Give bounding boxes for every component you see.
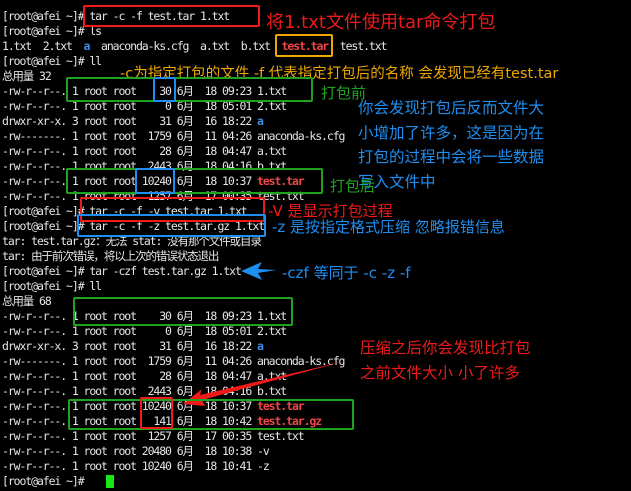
terminal-line: -rw-------. 1 root root 1759 6月 11 04:26… [2, 353, 345, 369]
terminal-text: -rw-r--r--. 1 root root 0 6月 18 05:01 2.… [2, 323, 287, 338]
terminal-text: [root@afei ~]# ll [2, 53, 102, 68]
dir-name: a [257, 113, 264, 128]
dir-name: a [83, 38, 91, 53]
note-line: 打包的过程中会将一些数据 [358, 148, 545, 166]
terminal-text: -rw-r--r--. 1 root root 0 6月 18 05:01 2.… [2, 98, 287, 113]
terminal-line: -rw-------. 1 root root 1759 6月 11 04:26… [2, 128, 345, 144]
annotation-compress-note: 压缩之后你会发现比打包 之前文件大小 小了许多 [360, 336, 531, 386]
note-line: 之前文件大小 小了许多 [360, 364, 520, 382]
highlight-pack-command [83, 5, 260, 27]
terminal-line: 总用量 32 [2, 68, 52, 84]
terminal-line: 总用量 68 [2, 293, 52, 309]
terminal-text: -rw-r--r--. 1 root root 2443 6月 18 04:16… [2, 383, 287, 398]
terminal-text: -rw-r--r--. 1 root root 10240 6月 18 10:4… [2, 458, 270, 473]
terminal-text: [root@afei ~]# tar -c -f test.tar 1.txt [2, 8, 230, 23]
archive-name: test.tar.gz [257, 413, 322, 428]
blue-arrow-icon [241, 262, 276, 280]
terminal-text: 总用量 32 [2, 68, 52, 83]
highlight-z-command [77, 214, 266, 237]
terminal-line: 1.txt 2.txt a anaconda-ks.cfg a.txt b.tx… [2, 38, 388, 54]
terminal-line: tar: test.tar.gz：无法 stat: 没有那个文件或目录 [2, 233, 262, 249]
annotation-czf: -czf 等同于 -c -z -f [282, 264, 411, 282]
highlight-compare-sizes [140, 397, 173, 429]
terminal-line: -rw-r--r--. 1 root root 20480 6月 18 10:3… [2, 443, 270, 459]
note-line: 写入文件中 [358, 172, 436, 191]
highlight-after-row [66, 168, 323, 194]
terminal-line: -rw-r--r--. 1 root root 10240 6月 18 10:3… [2, 173, 305, 189]
terminal-text: [root@afei ~]# ll [2, 278, 102, 293]
terminal-cursor [106, 475, 114, 488]
archive-name: test.tar [281, 38, 330, 53]
annotation-pack-command: 将1.txt文件使用tar命令打包 [266, 12, 496, 33]
terminal-text: -rw-r--r--. 1 root root 28 6月 18 04:47 a… [2, 143, 287, 158]
note-line: 你会发现打包后反而文件大 [358, 99, 545, 117]
terminal-text: -rw-r--r--. 1 root root 20480 6月 18 10:3… [2, 443, 270, 458]
terminal-text: -rw-------. 1 root root 1759 6月 11 04:26… [2, 353, 345, 368]
terminal-text: -rw-------. 1 root root 1759 6月 11 04:26… [2, 128, 345, 143]
red-arrow-icon [183, 361, 345, 406]
highlight-before-row [66, 77, 313, 102]
terminal-line: -rw-r--r--. 1 root root 30 6月 18 09:23 1… [2, 83, 287, 99]
terminal-line: [root@afei ~]# ll [2, 53, 102, 69]
terminal-text: drwxr-xr-x. 3 root root 31 6月 16 18:22 [2, 113, 257, 128]
terminal-line: [root@afei ~]# tar -c -f -z test.tar.gz … [2, 218, 265, 234]
terminal-line: -rw-r--r--. 1 root root 1257 6月 17 00:35… [2, 428, 305, 444]
terminal-line: -rw-r--r--. 1 root root 10240 6月 18 10:4… [2, 458, 270, 474]
highlight-after-size [135, 168, 175, 194]
terminal-text: -rw-r--r--. 1 root root 1257 6月 17 00:35… [2, 428, 305, 443]
annotation-z-flag: -z 是按指定格式压缩 忽略报错信息 [272, 218, 505, 236]
terminal-line: -rw-r--r--. 1 root root 28 6月 18 04:47 a… [2, 143, 287, 159]
terminal-text: tar: 由于前次错误，将以上次的错误状态退出 [2, 248, 219, 263]
terminal-text: [root@afei ~]# tar -czf test.tar.gz 1.tx… [2, 263, 242, 278]
terminal-line: [root@afei ~]# ll [2, 278, 102, 294]
terminal-text: -rw-r--r--. 1 root root 30 6月 18 09:23 1… [2, 308, 287, 323]
terminal-line: drwxr-xr-x. 3 root root 31 6月 16 18:22 a [2, 338, 264, 354]
archive-name: test.tar [257, 398, 305, 413]
highlight-v-command [80, 197, 265, 222]
terminal-text: -rw-r--r--. 1 root root 10240 6月 18 10:3… [2, 398, 257, 413]
terminal-line: tar: 由于前次错误，将以上次的错误状态退出 [2, 248, 219, 264]
note-line: 压缩之后你会发现比打包 [360, 339, 531, 357]
terminal-text: [root@afei ~]# tar -c -f -z test.tar.gz … [2, 218, 265, 233]
terminal-line: [root@afei ~]# [2, 474, 89, 489]
archive-name: test.tar [257, 173, 305, 188]
annotation-before: 打包前 [321, 84, 367, 102]
terminal-text: [root@afei ~]# [2, 473, 90, 488]
terminal-text: 总用量 68 [2, 293, 52, 308]
terminal-line: drwxr-xr-x. 3 root root 31 6月 16 18:22 a [2, 113, 264, 129]
terminal-line: -rw-r--r--. 1 root root 30 6月 18 09:23 1… [2, 308, 287, 324]
terminal-text: -rw-r--r--. 1 root root 10240 6月 18 10:3… [2, 173, 257, 188]
terminal-line: -rw-r--r--. 1 root root 0 6月 18 05:01 2.… [2, 323, 287, 339]
terminal-text: -rw-r--r--. 1 root root 28 6月 18 04:47 a… [2, 368, 287, 383]
terminal-line: [root@afei ~]# ls [2, 23, 102, 39]
highlight-1txt-row [73, 297, 293, 326]
annotation-size-note: 你会发现打包后反而文件大 小增加了许多，这是因为在 打包的过程中会将一些数据 写… [358, 96, 544, 194]
highlight-compare-rows [68, 399, 354, 430]
terminal-line: -rw-r--r--. 1 root root 28 6月 18 04:47 a… [2, 368, 287, 384]
terminal-text: [root@afei ~]# ls [2, 23, 102, 38]
terminal-line: -rw-r--r--. 1 root root 0 6月 18 05:01 2.… [2, 98, 287, 114]
terminal-text: -rw-r--r--. 1 root root 141 6月 18 10:42 [2, 413, 257, 428]
terminal-text: tar: test.tar.gz：无法 stat: 没有那个文件或目录 [2, 233, 262, 248]
highlight-before-size [153, 77, 176, 102]
terminal-line: -rw-r--r--. 1 root root 10240 6月 18 10:3… [2, 398, 305, 414]
annotation-v-flag: -V 是显示打包过程 [268, 202, 393, 220]
terminal-line: -rw-r--r--. 1 root root 141 6月 18 10:42 … [2, 413, 322, 429]
terminal-line: [root@afei ~]# tar -c -f test.tar 1.txt [2, 8, 230, 24]
dir-name: a [257, 338, 264, 353]
terminal-line: -rw-r--r--. 1 root root 2443 6月 18 04:16… [2, 383, 287, 399]
annotation-after: 打包后 [330, 177, 376, 195]
highlight-test-tar [275, 34, 333, 57]
terminal-text: 1.txt 2.txt [2, 38, 84, 53]
note-line: 小增加了许多，这是因为在 [358, 123, 545, 142]
terminal-text: -rw-r--r--. 1 root root 30 6月 18 09:23 1… [2, 83, 287, 98]
terminal-line: [root@afei ~]# tar -czf test.tar.gz 1.tx… [2, 263, 242, 279]
terminal-text: drwxr-xr-x. 3 root root 31 6月 16 18:22 [2, 338, 257, 353]
terminal-text: anaconda-ks.cfg a.txt b.txt [89, 38, 282, 53]
terminal-text: test.txt [328, 38, 388, 53]
